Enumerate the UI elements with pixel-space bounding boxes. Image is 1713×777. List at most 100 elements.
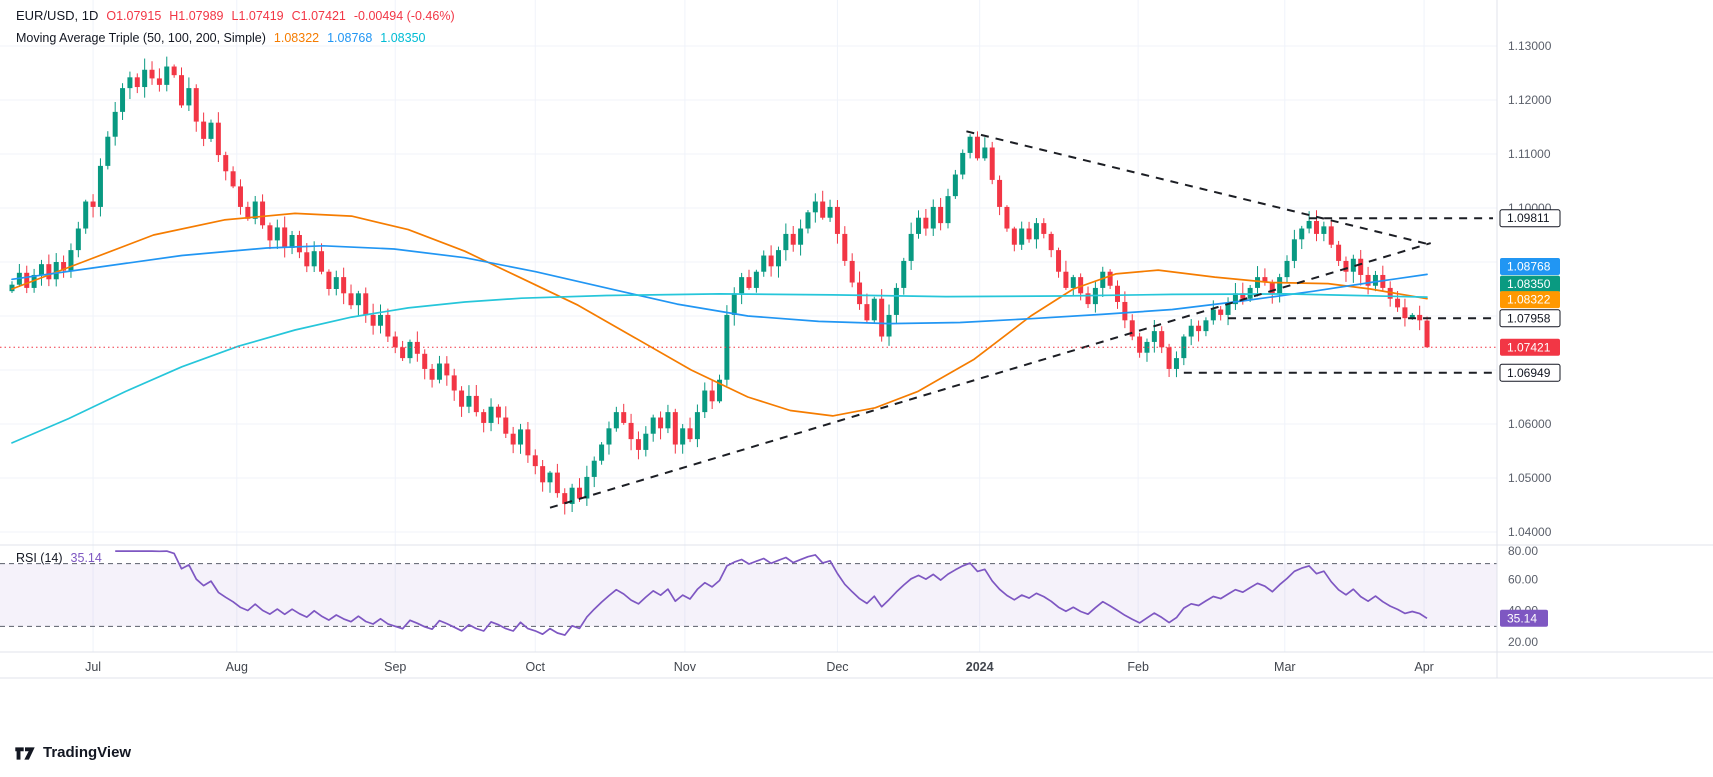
candle[interactable]: [1306, 220, 1312, 229]
candle[interactable]: [761, 255, 767, 272]
candle[interactable]: [83, 201, 89, 229]
candle[interactable]: [311, 251, 317, 267]
candle[interactable]: [783, 233, 789, 251]
candle[interactable]: [717, 379, 723, 402]
candle[interactable]: [1262, 277, 1268, 283]
candle[interactable]: [378, 314, 383, 326]
time-axis-label[interactable]: Sep: [384, 660, 406, 674]
candle[interactable]: [982, 147, 988, 159]
candle[interactable]: [370, 314, 376, 326]
time-axis-label[interactable]: Oct: [526, 660, 546, 674]
candle[interactable]: [967, 136, 973, 153]
candle[interactable]: [414, 341, 420, 354]
candle[interactable]: [134, 77, 140, 88]
candle[interactable]: [348, 293, 354, 306]
sma-50-line[interactable]: [11, 212, 1428, 417]
candle[interactable]: [1365, 274, 1371, 286]
candle[interactable]: [525, 429, 531, 456]
candle[interactable]: [267, 225, 273, 241]
time-axis-label[interactable]: Aug: [226, 660, 248, 674]
trend-line-descending[interactable]: [966, 130, 1431, 246]
time-axis-label[interactable]: Nov: [674, 660, 697, 674]
candle[interactable]: [864, 304, 870, 321]
trend-line-ascending[interactable]: [549, 242, 1432, 509]
candle[interactable]: [739, 277, 745, 294]
time-axis-label[interactable]: Apr: [1414, 660, 1433, 674]
candle[interactable]: [1041, 223, 1047, 234]
candle[interactable]: [687, 428, 693, 440]
candle[interactable]: [392, 336, 398, 348]
candle[interactable]: [1387, 287, 1393, 299]
candle[interactable]: [908, 233, 914, 261]
candle[interactable]: [1299, 228, 1305, 240]
candle[interactable]: [768, 255, 774, 267]
candle[interactable]: [289, 235, 295, 248]
candle[interactable]: [1424, 320, 1430, 348]
candle[interactable]: [599, 444, 605, 461]
candle[interactable]: [436, 363, 442, 380]
rsi-line[interactable]: [115, 550, 1428, 636]
candle[interactable]: [488, 406, 494, 423]
candle[interactable]: [252, 201, 258, 219]
candle[interactable]: [724, 314, 730, 380]
candle[interactable]: [680, 428, 686, 445]
time-axis-label[interactable]: Jul: [85, 660, 101, 674]
candle[interactable]: [930, 206, 936, 229]
candle[interactable]: [105, 136, 111, 166]
candle[interactable]: [1196, 325, 1202, 332]
candle[interactable]: [149, 69, 155, 79]
candle[interactable]: [68, 250, 74, 271]
candle[interactable]: [1188, 325, 1194, 337]
candle[interactable]: [260, 201, 266, 226]
candle[interactable]: [53, 262, 59, 280]
candle[interactable]: [709, 390, 715, 402]
candle[interactable]: [1240, 293, 1246, 299]
candle[interactable]: [569, 487, 575, 504]
candle[interactable]: [355, 293, 361, 306]
price-axis[interactable]: 1.130001.120001.110001.100001.060001.050…: [1499, 39, 1561, 649]
candle[interactable]: [1107, 271, 1113, 286]
candle[interactable]: [547, 472, 553, 483]
candle[interactable]: [989, 147, 995, 180]
candle[interactable]: [481, 412, 487, 423]
candle[interactable]: [1122, 301, 1128, 321]
sma-100-line[interactable]: [11, 244, 1428, 325]
candle[interactable]: [827, 206, 833, 218]
candle[interactable]: [805, 212, 811, 229]
candle[interactable]: [1343, 260, 1349, 272]
candle[interactable]: [775, 250, 781, 267]
candle[interactable]: [1056, 250, 1062, 272]
candle[interactable]: [282, 227, 288, 248]
candle[interactable]: [518, 429, 524, 445]
candle[interactable]: [1070, 277, 1076, 288]
candle[interactable]: [1232, 293, 1238, 305]
time-axis-label[interactable]: Dec: [826, 660, 848, 674]
candle[interactable]: [974, 136, 980, 159]
candle[interactable]: [120, 88, 126, 112]
candle[interactable]: [179, 75, 185, 106]
candle[interactable]: [171, 66, 177, 76]
candle[interactable]: [849, 260, 855, 283]
candle[interactable]: [245, 206, 251, 219]
candle[interactable]: [702, 390, 708, 413]
candle[interactable]: [1336, 244, 1342, 261]
candle[interactable]: [1004, 206, 1010, 229]
time-axis-label[interactable]: Mar: [1274, 660, 1296, 674]
candle[interactable]: [945, 196, 951, 224]
time-axis-label[interactable]: 2024: [966, 660, 994, 674]
candle[interactable]: [1137, 336, 1143, 353]
candle[interactable]: [1269, 282, 1275, 294]
candle[interactable]: [75, 228, 81, 251]
candle[interactable]: [820, 201, 826, 218]
candle[interactable]: [24, 272, 30, 288]
candle[interactable]: [1350, 258, 1356, 272]
candle[interactable]: [38, 264, 44, 275]
candle[interactable]: [385, 314, 391, 337]
candle[interactable]: [1218, 309, 1224, 315]
candle[interactable]: [451, 375, 457, 391]
candle[interactable]: [142, 69, 148, 88]
candle[interactable]: [341, 277, 347, 294]
time-axis-label[interactable]: Feb: [1127, 660, 1149, 674]
candle[interactable]: [46, 264, 52, 280]
